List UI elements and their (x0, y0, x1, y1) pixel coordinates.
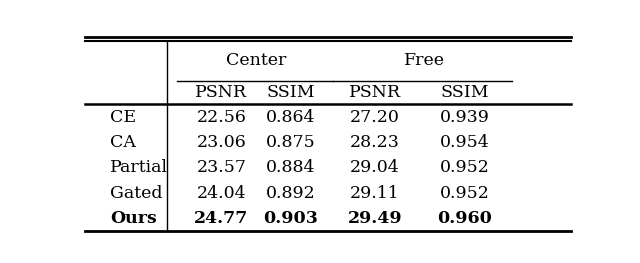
Text: 23.57: 23.57 (196, 159, 246, 176)
Text: 23.06: 23.06 (196, 134, 246, 151)
Text: 29.49: 29.49 (348, 210, 403, 227)
Text: 0.892: 0.892 (266, 185, 316, 201)
Text: SSIM: SSIM (440, 84, 489, 101)
Text: Free: Free (404, 52, 445, 69)
Text: 0.864: 0.864 (266, 109, 316, 126)
Text: CE: CE (110, 109, 136, 126)
Text: PSNR: PSNR (195, 84, 248, 101)
Text: 0.954: 0.954 (440, 134, 489, 151)
Text: 0.952: 0.952 (440, 159, 490, 176)
Text: 27.20: 27.20 (350, 109, 400, 126)
Text: 0.952: 0.952 (440, 185, 490, 201)
Text: SSIM: SSIM (266, 84, 315, 101)
Text: 28.23: 28.23 (350, 134, 400, 151)
Text: 22.56: 22.56 (196, 109, 246, 126)
Text: 0.884: 0.884 (266, 159, 316, 176)
Text: CA: CA (110, 134, 136, 151)
Text: Center: Center (226, 52, 286, 69)
Text: 29.11: 29.11 (350, 185, 400, 201)
Text: Partial: Partial (110, 159, 168, 176)
Text: PSNR: PSNR (349, 84, 401, 101)
Text: 0.960: 0.960 (437, 210, 492, 227)
Text: 24.04: 24.04 (196, 185, 246, 201)
Text: 29.04: 29.04 (350, 159, 400, 176)
Text: 0.875: 0.875 (266, 134, 316, 151)
Text: Ours: Ours (110, 210, 157, 227)
Text: 0.903: 0.903 (264, 210, 318, 227)
Text: 24.77: 24.77 (194, 210, 248, 227)
Text: Gated: Gated (110, 185, 163, 201)
Text: 0.939: 0.939 (440, 109, 490, 126)
